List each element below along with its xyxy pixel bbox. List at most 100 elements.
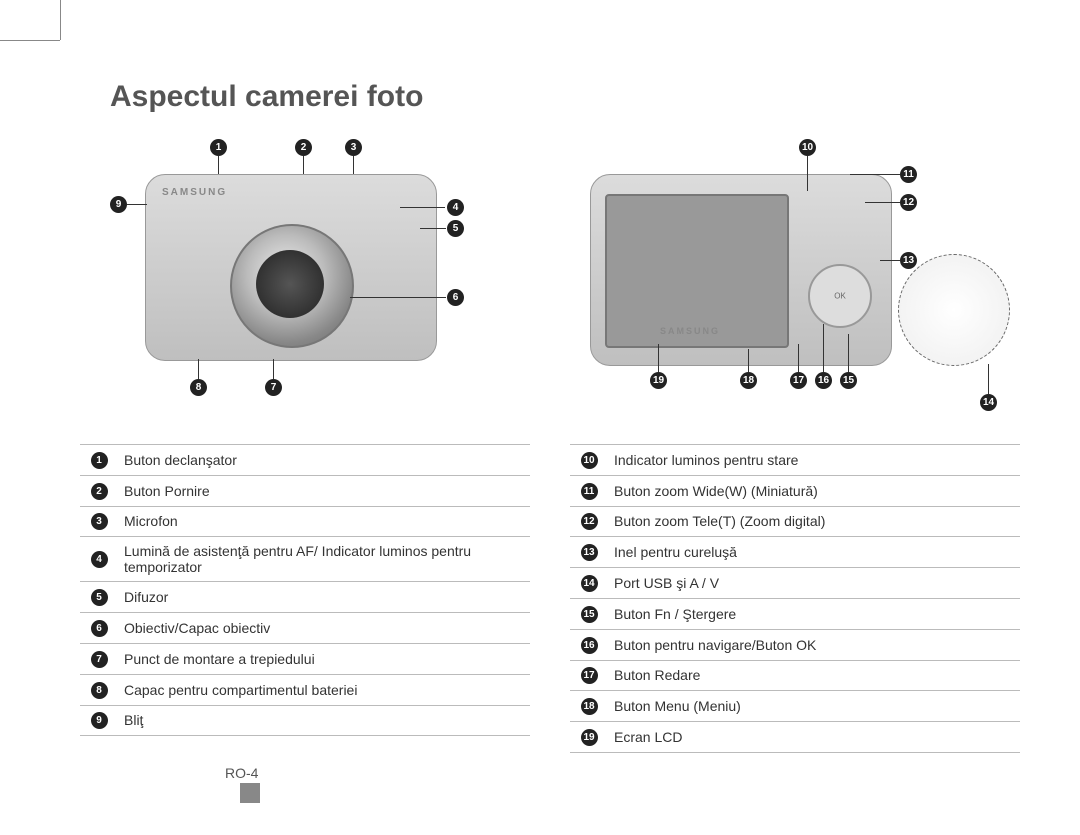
camera-dpad <box>808 264 872 328</box>
legend-text: Buton pentru navigare/Buton OK <box>608 629 1020 660</box>
legend-num: 18 <box>581 698 598 715</box>
legend-text: Ecran LCD <box>608 722 1020 753</box>
table-row: 17Buton Redare <box>570 660 1020 691</box>
legend-num: 16 <box>581 637 598 654</box>
lead-14 <box>988 364 989 394</box>
camera-lens-inner <box>256 250 324 318</box>
legend-text: Bliţ <box>118 705 530 736</box>
callout-13: 13 <box>900 252 917 269</box>
legend-text: Lumină de asistenţă pentru AF/ Indicator… <box>118 537 530 582</box>
legend-num: 5 <box>91 589 108 606</box>
legend-text: Buton zoom Tele(T) (Zoom digital) <box>608 506 1020 537</box>
callout-8: 8 <box>190 379 207 396</box>
page: Aspectul camerei foto SAMSUNG 1 2 3 4 5 <box>0 0 1080 835</box>
legend-num: 7 <box>91 651 108 668</box>
callout-19: 19 <box>650 372 667 389</box>
callout-15: 15 <box>840 372 857 389</box>
table-row: 4 Lumină de asistenţă pentru AF/ Indicato… <box>80 537 530 582</box>
callout-6: 6 <box>447 289 464 306</box>
legend-num: 9 <box>91 712 108 729</box>
table-row: 9 Bliţ <box>80 705 530 736</box>
back-view-column: SAMSUNG 10 11 12 13 14 15 16 17 18 <box>570 134 1020 753</box>
lead-6 <box>350 297 446 298</box>
legend-text: Buton zoom Wide(W) (Miniatură) <box>608 475 1020 506</box>
callout-12: 12 <box>900 194 917 211</box>
table-row: 18 Buton Menu (Meniu) <box>570 691 1020 722</box>
lead-18 <box>748 349 749 372</box>
lead-19 <box>658 344 659 372</box>
table-row: 11Buton zoom Wide(W) (Miniatură) <box>570 475 1020 506</box>
callout-4: 4 <box>447 199 464 216</box>
legend-num: 17 <box>581 667 598 684</box>
lead-3 <box>353 156 354 174</box>
legend-num: 14 <box>581 575 598 592</box>
legend-text: Difuzor <box>118 582 530 613</box>
callout-2: 2 <box>295 139 312 156</box>
legend-num: 4 <box>91 551 108 568</box>
legend-text: Inel pentru cureluşă <box>608 537 1020 568</box>
legend-num: 10 <box>581 452 598 469</box>
legend-num: 6 <box>91 620 108 637</box>
callout-18: 18 <box>740 372 757 389</box>
table-row: 5 Difuzor <box>80 582 530 613</box>
legend-num: 3 <box>91 513 108 530</box>
page-tab-decoration <box>240 783 260 803</box>
callout-9: 9 <box>110 196 127 213</box>
legend-text: Buton Fn / Ştergere <box>608 598 1020 629</box>
back-legend-table: 10 Indicator luminos pentru stare 11Buton… <box>570 444 1020 753</box>
crop-mark-v <box>60 0 61 40</box>
callout-11: 11 <box>900 166 917 183</box>
table-row: 12 Buton zoom Tele(T) (Zoom digital) <box>570 506 1020 537</box>
legend-text: Port USB şi A / V <box>608 568 1020 599</box>
legend-num: 13 <box>581 544 598 561</box>
legend-num: 19 <box>581 729 598 746</box>
lead-17 <box>798 344 799 372</box>
legend-text: Buton Pornire <box>118 475 530 506</box>
table-row: 19 Ecran LCD <box>570 722 1020 753</box>
page-number: RO-4 <box>225 765 1030 781</box>
table-row: 14 Port USB şi A / V <box>570 568 1020 599</box>
callout-16: 16 <box>815 372 832 389</box>
legend-num: 1 <box>91 452 108 469</box>
callout-3: 3 <box>345 139 362 156</box>
lead-15 <box>848 334 849 372</box>
lead-13 <box>880 260 900 261</box>
table-row: 15Buton Fn / Ştergere <box>570 598 1020 629</box>
camera-lcd-screen <box>605 194 789 348</box>
crop-mark-h <box>0 40 60 41</box>
legend-text: Microfon <box>118 506 530 537</box>
legend-num: 8 <box>91 682 108 699</box>
callout-14: 14 <box>980 394 997 411</box>
port-detail-bubble <box>898 254 1010 366</box>
lead-12 <box>865 202 900 203</box>
brand-label-back: SAMSUNG <box>660 326 720 336</box>
legend-num: 2 <box>91 483 108 500</box>
legend-text: Buton declanşator <box>118 445 530 476</box>
lead-5 <box>420 228 446 229</box>
table-row: 7 Punct de montare a trepiedului <box>80 643 530 674</box>
back-diagram: SAMSUNG 10 11 12 13 14 15 16 17 18 <box>570 134 1020 434</box>
front-legend-table: 1 Buton declanşator 2 Buton Pornire 3 Micro… <box>80 444 530 736</box>
legend-text: Obiectiv/Capac obiectiv <box>118 613 530 644</box>
front-diagram: SAMSUNG 1 2 3 4 5 6 7 8 9 <box>80 134 530 434</box>
lead-11 <box>850 174 900 175</box>
lead-7 <box>273 359 274 379</box>
table-row: 3 Microfon <box>80 506 530 537</box>
callout-7: 7 <box>265 379 282 396</box>
table-row: 2 Buton Pornire <box>80 475 530 506</box>
legend-text: Buton Menu (Meniu) <box>608 691 1020 722</box>
lead-8 <box>198 359 199 379</box>
legend-num: 12 <box>581 513 598 530</box>
legend-text: Punct de montare a trepiedului <box>118 643 530 674</box>
table-row: 10 Indicator luminos pentru stare <box>570 445 1020 476</box>
table-row: 16 Buton pentru navigare/Buton OK <box>570 629 1020 660</box>
table-row: 13 Inel pentru cureluşă <box>570 537 1020 568</box>
lead-4 <box>400 207 445 208</box>
content-area: SAMSUNG 1 2 3 4 5 6 7 8 9 <box>70 134 1030 753</box>
callout-5: 5 <box>447 220 464 237</box>
table-row: 8Capac pentru compartimentul bateriei <box>80 674 530 705</box>
callout-1: 1 <box>210 139 227 156</box>
legend-text: Indicator luminos pentru stare <box>608 445 1020 476</box>
callout-17: 17 <box>790 372 807 389</box>
brand-label-front: SAMSUNG <box>162 187 227 198</box>
